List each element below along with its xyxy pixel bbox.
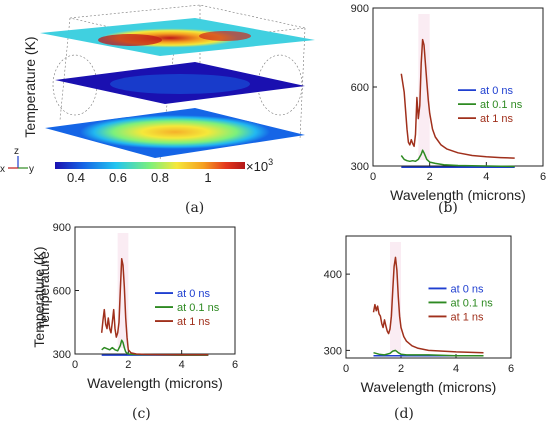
x-tick-label: 0 <box>343 363 349 375</box>
colorbar-tick-label: 0.6 <box>109 170 127 185</box>
x-tick-label: 4 <box>453 363 459 375</box>
peak-highlight <box>390 242 401 352</box>
y-tick-label: 600 <box>53 286 71 298</box>
colorbar-tick-label: 1 <box>204 170 211 185</box>
legend-label: at 0 ns <box>451 283 485 295</box>
series-line-3 <box>100 258 209 356</box>
middle-slice <box>55 62 305 104</box>
y-axis-label: Temperature (K) <box>31 246 47 347</box>
plot-frame <box>372 7 544 167</box>
legend-label: at 1 ns <box>177 316 211 328</box>
plot-frame <box>345 235 512 359</box>
axis-z-label: z <box>14 146 19 157</box>
series-line-3 <box>400 38 515 159</box>
y-axis-label: Temperature <box>36 251 52 330</box>
y-tick-label: 600 <box>351 82 369 94</box>
peak-highlight <box>418 14 430 160</box>
y-tick-label: 300 <box>324 345 342 357</box>
axis-y-label: y <box>29 164 34 175</box>
x-axis-label: Wavelength (microns) <box>390 187 526 203</box>
bottom-slice <box>45 108 305 158</box>
legend-label: at 0.1 ns <box>480 99 523 111</box>
x-axis-label: Wavelength (microns) <box>87 375 223 391</box>
axis-x-label: x <box>0 164 5 175</box>
caption-b: (b) <box>438 200 458 216</box>
legend-label: at 1 ns <box>451 311 485 323</box>
legend-label: at 0.1 ns <box>451 297 494 309</box>
colorbar-gradient <box>55 162 245 169</box>
x-tick-label: 0 <box>370 171 376 183</box>
y-tick-label: 400 <box>324 269 342 281</box>
caption-c: (c) <box>132 406 151 422</box>
plot-frame <box>74 226 236 355</box>
legend-label: at 0 ns <box>177 288 211 300</box>
x-tick-label: 2 <box>398 363 404 375</box>
peak-highlight <box>117 233 129 348</box>
colorbar-tick-label: 0.8 <box>151 170 169 185</box>
colorbar-ticks: 0.4 0.6 0.8 1 <box>67 170 212 185</box>
y-axis-label: Temperature (K) <box>22 36 38 137</box>
caption-a: (a) <box>185 200 204 216</box>
y-tick-label: 300 <box>351 161 369 173</box>
colorbar: 0.4 0.6 0.8 1 ×103 <box>55 157 273 185</box>
series-line-3 <box>372 256 484 354</box>
y-tick-label: 300 <box>53 349 71 361</box>
top-slice <box>40 18 315 56</box>
x-tick-label: 6 <box>540 171 546 183</box>
chart-d: 0 2 4 6 300 400 Wavelength (microns) Temperatur… <box>31 235 514 395</box>
axes-triad: z x y <box>0 146 34 175</box>
x-tick-label: 6 <box>508 363 514 375</box>
legend-label: at 1 ns <box>480 113 514 125</box>
series-line-2 <box>400 149 515 168</box>
chart-b: 0 2 4 6 300 600 900 Wavelength (microns) Tempera… <box>22 3 546 203</box>
legend-label: at 0.1 ns <box>177 302 220 314</box>
legend-label: at 0 ns <box>480 85 514 97</box>
x-tick-label: 4 <box>483 171 489 183</box>
x-tick-label: 2 <box>427 171 433 183</box>
series-line-2 <box>373 349 484 357</box>
simulation-panel: z x y 0.4 0.6 0.8 1 ×103 <box>0 4 315 185</box>
x-tick-label: 0 <box>72 359 78 371</box>
x-axis-label: Wavelength (microns) <box>361 379 497 395</box>
y-tick-label: 900 <box>351 3 369 15</box>
x-tick-label: 6 <box>232 359 238 371</box>
x-tick-label: 2 <box>125 359 131 371</box>
x-tick-label: 4 <box>179 359 185 371</box>
y-tick-label: 900 <box>53 222 71 234</box>
colorbar-tick-label: 0.4 <box>67 170 85 185</box>
caption-d: (d) <box>394 406 414 422</box>
colorbar-multiplier: ×103 <box>246 157 273 174</box>
chart-c: 0 2 4 6 300 600 900 Wavelength (microns) Tempera… <box>36 222 238 391</box>
